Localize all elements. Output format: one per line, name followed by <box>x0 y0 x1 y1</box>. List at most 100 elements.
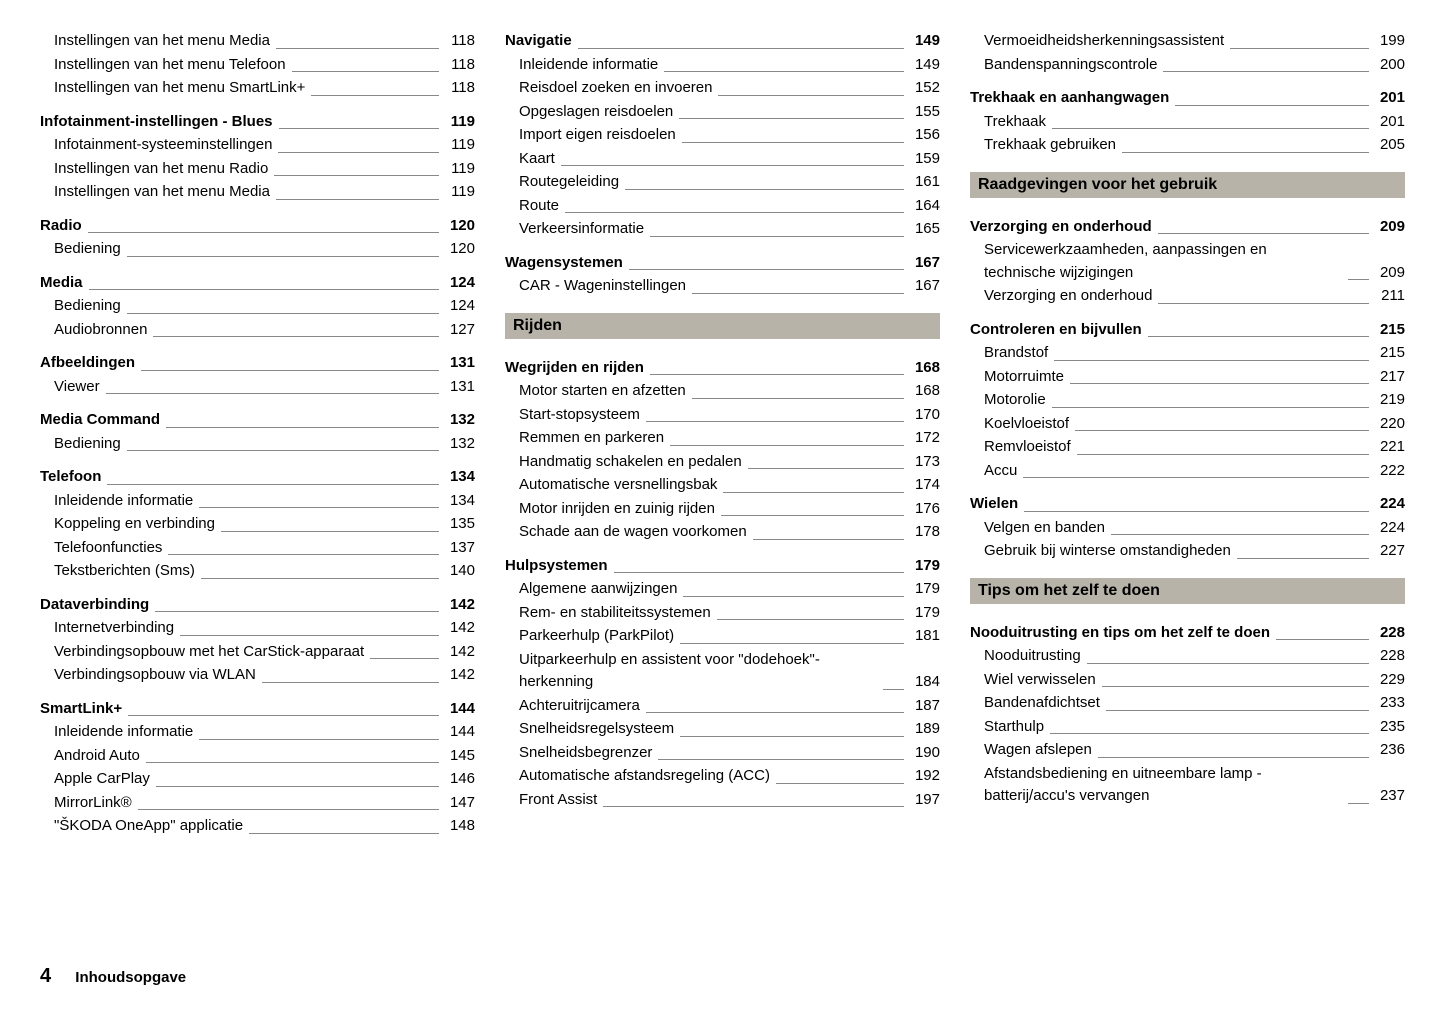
toc-entry-sub: Opgeslagen reisdoelen 155 <box>505 101 940 124</box>
toc-leader <box>664 71 904 72</box>
toc-label: Nooduitrusting <box>984 645 1081 668</box>
toc-leader <box>127 450 439 451</box>
toc-entry-sub: Bandenspanningscontrole200 <box>970 54 1405 77</box>
toc-leader <box>1106 710 1369 711</box>
toc-label: Infotainment-systeeminstellingen <box>54 134 272 157</box>
toc-leader <box>274 175 439 176</box>
toc-entry-sub: MirrorLink®147 <box>40 792 475 815</box>
toc-entry-sub: Koppeling en verbinding135 <box>40 513 475 536</box>
toc-leader <box>370 658 439 659</box>
toc-entry-sub: Wagen afslepen236 <box>970 739 1405 762</box>
footer-title: Inhoudsopgave <box>75 969 186 986</box>
toc-label: Media <box>40 272 83 295</box>
toc-leader <box>153 336 439 337</box>
toc-label: Internetverbinding <box>54 617 174 640</box>
toc-entry-sub: Wiel verwisselen229 <box>970 669 1405 692</box>
toc-page: 167 <box>910 252 940 275</box>
toc-entry-main: Nooduitrusting en tips om het zelf te do… <box>970 622 1405 645</box>
toc-entry-sub: Nooduitrusting 228 <box>970 645 1405 668</box>
toc-entry-main: Navigatie149 <box>505 30 940 53</box>
toc-page: 119 <box>445 134 475 157</box>
toc-label: Motor starten en afzetten <box>519 380 686 403</box>
toc-entry-sub: Instellingen van het menu Media118 <box>40 30 475 53</box>
toc-page: 120 <box>445 215 475 238</box>
toc-page: 120 <box>445 238 475 261</box>
toc-label: Verzorging en onderhoud <box>970 216 1152 239</box>
toc-column-1: Instellingen van het menu Media118 Instel… <box>40 30 475 930</box>
toc-page: 147 <box>445 792 475 815</box>
toc-page: 156 <box>910 124 940 147</box>
toc-label: Verkeersinformatie <box>519 218 644 241</box>
toc-entry-sub: Verkeersinformatie165 <box>505 218 940 241</box>
toc-label: Inleidende informatie <box>54 721 193 744</box>
toc-page: 209 <box>1375 216 1405 239</box>
toc-label: Dataverbinding <box>40 594 149 617</box>
toc-label: Viewer <box>54 376 100 399</box>
toc-page: 144 <box>445 698 475 721</box>
toc-leader <box>1098 757 1369 758</box>
toc-entry-sub: Verbindingsopbouw via WLAN142 <box>40 664 475 687</box>
toc-page: 217 <box>1375 366 1405 389</box>
toc-entry-sub: Koelvloeistof220 <box>970 413 1405 436</box>
toc-label: Tekstberichten (Sms) <box>54 560 195 583</box>
toc-page: 197 <box>910 789 940 812</box>
toc-page: 172 <box>910 427 940 450</box>
toc-leader <box>646 712 904 713</box>
toc-page: 219 <box>1375 389 1405 412</box>
toc-page: 192 <box>910 765 940 788</box>
toc-label: Wagen afslepen <box>984 739 1092 762</box>
toc-entry-main: Trekhaak en aanhangwagen201 <box>970 87 1405 110</box>
toc-label: Accu <box>984 460 1017 483</box>
toc-entry-sub: Accu 222 <box>970 460 1405 483</box>
toc-page: 170 <box>910 404 940 427</box>
toc-entry-sub: Internetverbinding 142 <box>40 617 475 640</box>
toc-page: 142 <box>445 617 475 640</box>
toc-entry-sub: Kaart159 <box>505 148 940 171</box>
toc-entry-sub: Tekstberichten (Sms) 140 <box>40 560 475 583</box>
toc-label: Instellingen van het menu Radio <box>54 158 268 181</box>
toc-page: 178 <box>910 521 940 544</box>
toc-label: Navigatie <box>505 30 572 53</box>
toc-entry-sub: Motor inrijden en zuinig rijden176 <box>505 498 940 521</box>
toc-leader <box>1175 105 1369 106</box>
toc-leader <box>1237 558 1369 559</box>
toc-page: 118 <box>445 54 475 77</box>
toc-entry-sub: Motorolie219 <box>970 389 1405 412</box>
toc-page: 237 <box>1375 785 1405 808</box>
toc-page: 222 <box>1375 460 1405 483</box>
toc-page: 131 <box>445 352 475 375</box>
toc-column-3: Vermoeidheidsherkenningsassistent199Band… <box>970 30 1405 930</box>
toc-label: Nooduitrusting en tips om het zelf te do… <box>970 622 1270 645</box>
toc-page: 152 <box>910 77 940 100</box>
toc-entry-main: Hulpsystemen179 <box>505 555 940 578</box>
toc-leader <box>127 313 439 314</box>
toc-page: 149 <box>910 54 940 77</box>
toc-leader <box>221 531 439 532</box>
toc-label: Verbindingsopbouw met het CarStick-appar… <box>54 641 364 664</box>
toc-label: Opgeslagen reisdoelen <box>519 101 673 124</box>
toc-page: 155 <box>910 101 940 124</box>
toc-leader <box>718 95 904 96</box>
toc-entry-sub: Brandstof215 <box>970 342 1405 365</box>
toc-entry-sub: Algemene aanwijzingen179 <box>505 578 940 601</box>
toc-entry-main: Wielen224 <box>970 493 1405 516</box>
toc-entry-sub: Inleidende informatie144 <box>40 721 475 744</box>
toc-leader <box>146 762 439 763</box>
toc-column-2: Navigatie149Inleidende informatie149Reis… <box>505 30 940 930</box>
toc-label: Wielen <box>970 493 1018 516</box>
toc-page: 140 <box>445 560 475 583</box>
toc-label: Remmen en parkeren <box>519 427 664 450</box>
toc-label: Koelvloeistof <box>984 413 1069 436</box>
toc-label: Controleren en bijvullen <box>970 319 1142 342</box>
toc-entry-sub: Motorruimte217 <box>970 366 1405 389</box>
toc-entry-sub: Parkeerhulp (ParkPilot)181 <box>505 625 940 648</box>
toc-leader <box>1023 477 1369 478</box>
toc-label: Kaart <box>519 148 555 171</box>
toc-entry-sub: Gebruik bij winterse omstandigheden227 <box>970 540 1405 563</box>
toc-page: 228 <box>1375 645 1405 668</box>
toc-leader <box>670 445 904 446</box>
toc-entry-sub: Bediening124 <box>40 295 475 318</box>
toc-page: 233 <box>1375 692 1405 715</box>
toc-page: 132 <box>445 433 475 456</box>
toc-entry-sub: Automatische versnellingsbak174 <box>505 474 940 497</box>
